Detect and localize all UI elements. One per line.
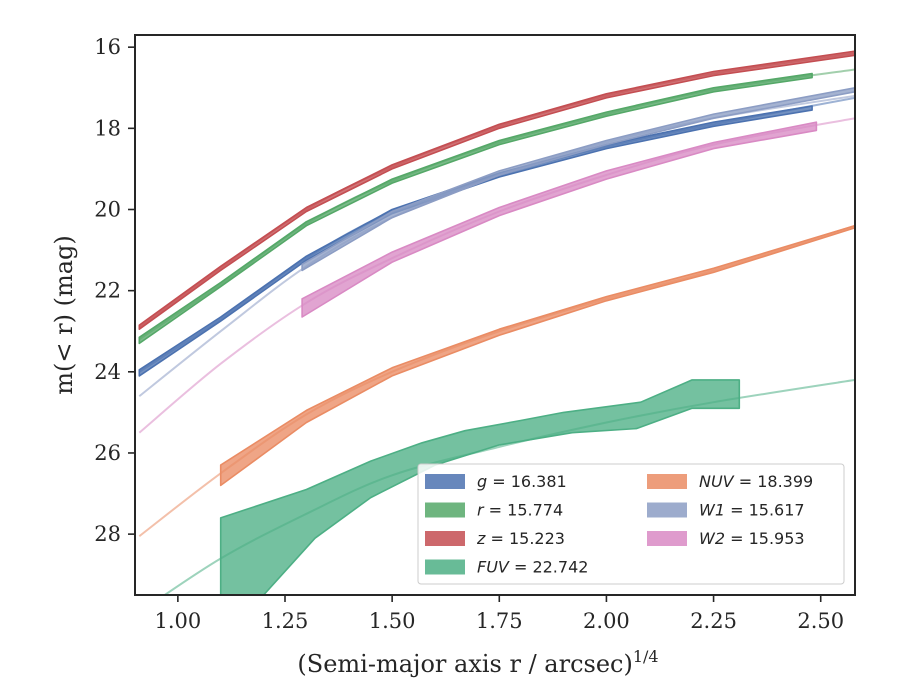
legend-item-nuv: NUV = 18.399 <box>647 472 813 491</box>
x-tick-label: 2.25 <box>690 609 737 633</box>
legend-label: z = 15.223 <box>476 529 565 548</box>
series-w2 <box>138 117 855 434</box>
x-tick-label: 1.00 <box>154 609 201 633</box>
legend-swatch <box>425 474 465 489</box>
x-tick-label: 1.50 <box>369 609 416 633</box>
x-tick-label: 1.75 <box>476 609 523 633</box>
series-w1-model-line <box>138 94 855 397</box>
x-tick-label: 2.50 <box>797 609 844 633</box>
legend-swatch <box>647 502 687 518</box>
legend-swatch <box>425 531 465 546</box>
legend-swatch <box>425 502 465 518</box>
series-fuv-data-band <box>219 379 741 595</box>
legend-item-z: z = 15.223 <box>425 529 565 548</box>
series-w2-model-line <box>138 117 855 434</box>
legend-label: W2 = 15.953 <box>699 529 805 548</box>
series-w1 <box>138 87 855 397</box>
series-w2-data-band <box>301 121 818 318</box>
legend-swatch <box>425 559 465 575</box>
x-axis-label-text: (Semi-major axis r / arcsec) <box>297 650 632 678</box>
series-z-model-line <box>138 52 855 329</box>
y-tick-label: 24 <box>94 360 121 384</box>
y-tick-label: 26 <box>94 441 121 465</box>
y-tick-label: 28 <box>94 522 121 546</box>
series-r <box>138 68 855 345</box>
series-z <box>138 50 855 330</box>
series-nuv <box>138 224 855 537</box>
legend-label: NUV = 18.399 <box>699 472 813 491</box>
legend-item-g: g = 16.381 <box>425 472 567 491</box>
series-layer <box>138 50 855 595</box>
legend-label: W1 = 15.617 <box>699 501 805 520</box>
x-tick-label: 2.00 <box>583 609 630 633</box>
legend-swatch <box>647 531 687 546</box>
legend-item-w1: W1 = 15.617 <box>647 501 805 520</box>
legend-label: g = 16.381 <box>477 472 567 491</box>
legend-swatch <box>647 474 687 489</box>
y-axis-label: m(< r) (mag) <box>50 235 78 394</box>
series-nuv-data-band <box>219 224 855 487</box>
x-tick-label: 1.25 <box>262 609 309 633</box>
legend: g = 16.381 r = 15.774 z = 15.223 FUV = 22.7… <box>417 463 845 585</box>
y-tick-label: 18 <box>94 116 121 140</box>
series-fuv-model-line <box>162 378 855 595</box>
legend-item-r: r = 15.774 <box>425 501 563 520</box>
plot-frame <box>134 34 856 596</box>
axes-layer: 1.00 1.25 1.50 1.75 2.00 2.25 2.50 16 18 20 22 24 26… <box>94 35 844 633</box>
legend-box <box>417 463 845 585</box>
legend-item-w2: W2 = 15.953 <box>647 529 805 548</box>
y-tick-label: 20 <box>94 197 121 221</box>
series-nuv-model-line <box>138 224 855 537</box>
legend-item-fuv: FUV = 22.742 <box>425 558 588 577</box>
x-axis-label: (Semi-major axis r / arcsec)1/4 <box>297 647 658 678</box>
series-r-model-line <box>138 68 855 341</box>
x-axis-label-exponent: 1/4 <box>633 647 659 666</box>
legend-label: FUV = 22.742 <box>477 558 588 577</box>
legend-label: r = 15.774 <box>477 501 563 520</box>
y-tick-label: 22 <box>94 279 121 303</box>
series-fuv <box>162 378 855 595</box>
y-tick-label: 16 <box>94 35 121 59</box>
